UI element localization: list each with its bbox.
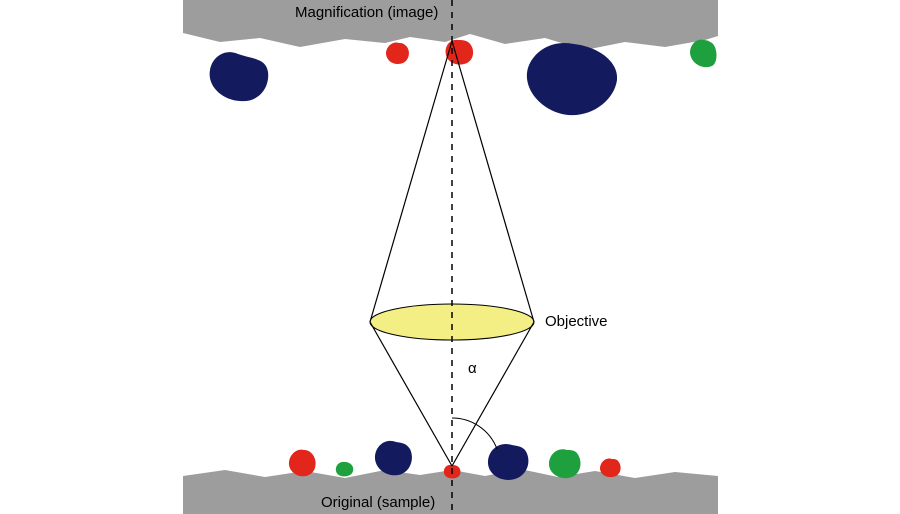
ray-top-left [370, 41, 452, 322]
bottom-blob-5 [549, 449, 581, 478]
bottom-blob-4 [488, 444, 528, 480]
top-blob-2 [446, 40, 474, 65]
bottom-blob-1 [336, 462, 353, 477]
diagram-stage: Magnification (image) Original (sample) … [0, 0, 900, 514]
ray-bot-right [452, 322, 534, 466]
top-blob-3 [527, 43, 617, 115]
label-magnification: Magnification (image) [295, 4, 438, 21]
top-blob-4 [690, 40, 717, 68]
bottom-blob-2 [375, 441, 412, 475]
top-blob-1 [386, 43, 409, 64]
objective-lens [370, 304, 534, 340]
ray-top-right [452, 41, 534, 322]
bottom-blob-0 [289, 450, 316, 477]
label-original: Original (sample) [321, 494, 435, 511]
bottom-blob-6 [600, 459, 621, 478]
label-objective: Objective [545, 313, 608, 330]
alpha-arc [452, 418, 497, 449]
diagram-svg [0, 0, 900, 514]
top-blob-0 [210, 52, 269, 101]
label-alpha: α [468, 360, 477, 377]
